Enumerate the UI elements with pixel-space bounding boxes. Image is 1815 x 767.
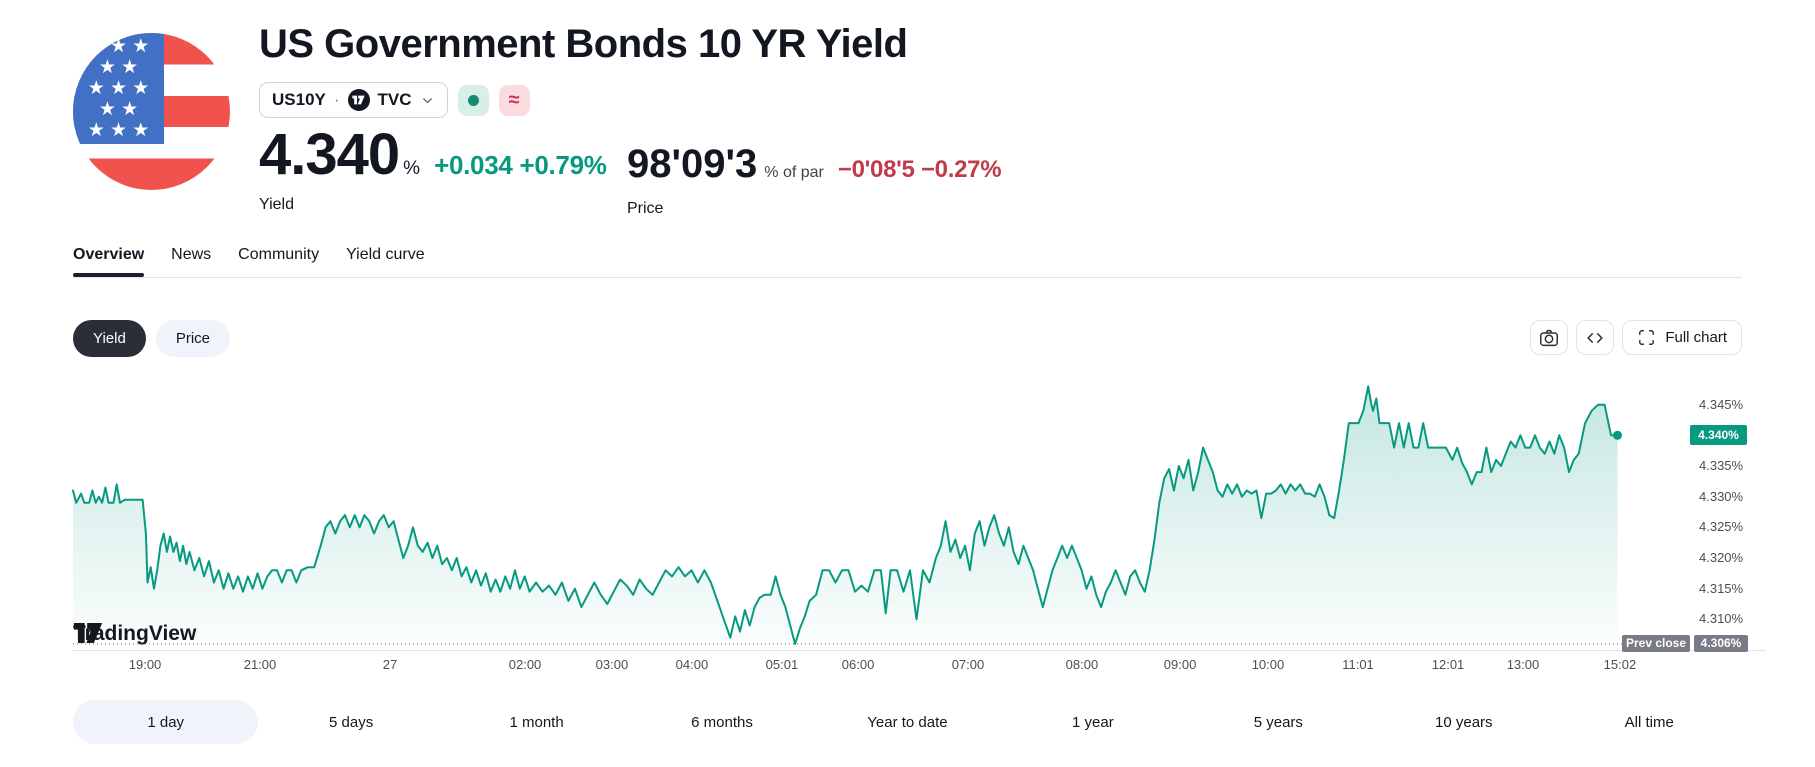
yield-change: +0.034 +0.79% [434,150,607,180]
x-axis-label: 06:00 [841,657,875,672]
x-axis-label: 27 [382,657,398,672]
y-axis-label: 4.325% [1699,519,1744,535]
flag-stars-row: ★ ★ ★ [87,78,150,100]
yield-value: 4.340 [259,122,400,187]
tab-news[interactable]: News [171,246,212,263]
price-quote: 98'09'3 % of par −0'08'5 −0.27% Price [627,142,1002,218]
price-change: −0'08'5 −0.27% [837,156,1002,183]
y-axis-label: 4.315% [1699,580,1744,596]
tabs-divider [73,277,1742,278]
x-axis-label: 04:00 [675,657,709,672]
flag-stars-row: ★ ★ ★ [87,36,150,58]
range-button-1-year[interactable]: 1 year [1000,700,1185,744]
price-value: 98'09'3 [627,142,758,186]
x-axis-label: 19:00 [128,657,162,672]
embed-button[interactable] [1576,320,1615,355]
symbol-row: US10Y · TVC ≈ [259,82,530,118]
x-axis-label: 21:00 [243,657,277,672]
x-axis-label: 02:00 [508,657,542,672]
area-series [73,386,1618,650]
x-axis-label: 15:02 [1603,657,1637,672]
y-axis-label: 4.345% [1699,396,1744,412]
us-flag-icon: ★ ★ ★ ★ ★ ★ ★ ★ ★ ★ ★ ★ ★ [73,33,230,190]
approx-icon: ≈ [508,88,520,111]
full-chart-button[interactable]: Full chart [1622,320,1742,355]
exchange-label: TVC [377,90,412,109]
prev-close-value-badge: 4.306% [1694,634,1748,652]
yield-toggle-button[interactable]: Yield [73,320,146,357]
current-price-badge: 4.340% [1690,425,1747,446]
y-axis-label: 4.310% [1699,611,1744,627]
tab-overview[interactable]: Overview [73,246,145,277]
tradingview-watermark[interactable]: TradingView [73,622,196,646]
line-series [72,385,1619,645]
chart-area[interactable]: TradingView [72,374,1692,650]
flag-stars-row: ★ ★ [98,57,139,79]
yield-unit: % [403,158,421,179]
chevron-down-icon [422,97,432,103]
range-button-year-to-date[interactable]: Year to date [815,700,1000,744]
prev-close-badge: Prev close [1622,634,1690,652]
y-axis-label: 4.320% [1699,550,1744,565]
x-axis-line [73,650,1766,651]
price-unit: % of par [764,164,824,181]
x-axis-label: 10:00 [1251,657,1285,672]
range-button-5-days[interactable]: 5 days [258,700,443,744]
y-axis-label: 4.335% [1699,458,1744,473]
page-title: US Government Bonds 10 YR Yield [259,22,908,66]
delayed-data-badge[interactable]: ≈ [498,84,530,116]
x-axis-label: 03:00 [595,657,629,672]
x-axis-label: 13:00 [1506,657,1540,672]
y-axis-label: 4.330% [1699,488,1744,504]
page-tabs: Overview News Community Yield curve [73,246,425,277]
tradingview-exchange-icon [347,89,370,111]
tradingview-logo-icon [73,623,103,643]
symbol-switcher[interactable]: US10Y · TVC [259,82,448,118]
series-toggle: Yield Price [73,320,230,357]
range-button-5-years[interactable]: 5 years [1186,700,1371,744]
market-open-dot-icon [467,94,479,106]
yield-quote: 4.340 % +0.034 +0.79% Yield [259,126,607,214]
tab-community[interactable]: Community [238,246,320,263]
flag-stars-row: ★ ★ [98,99,139,121]
separator-dot: · [333,90,340,109]
x-axis-label: 12:01 [1431,657,1465,672]
price-label: Price [627,200,664,217]
market-status-badge[interactable] [457,84,489,116]
active-tab-underline [73,273,145,277]
last-price-dot [1613,430,1622,440]
snapshot-button[interactable] [1530,320,1569,355]
fullscreen-icon [1639,330,1655,345]
price-toggle-button[interactable]: Price [155,320,230,357]
range-button-all-time[interactable]: All time [1557,700,1742,744]
range-button-1-month[interactable]: 1 month [444,700,629,744]
camera-icon [1540,329,1559,346]
symbol-ticker: US10Y [272,90,326,109]
x-axis-label: 07:00 [951,657,985,672]
x-axis-label: 08:00 [1065,657,1099,672]
range-button-10-years[interactable]: 10 years [1371,700,1556,744]
tab-yield-curve[interactable]: Yield curve [346,246,425,263]
chart-toolbar: Full chart [1530,320,1742,355]
code-icon [1587,332,1603,343]
flag-canton: ★ ★ ★ ★ ★ ★ ★ ★ ★ ★ ★ ★ ★ [73,33,165,145]
flag-stars-row: ★ ★ ★ [87,120,150,142]
x-axis-label: 05:01 [765,657,799,672]
x-axis-label: 09:00 [1163,657,1197,672]
watermark-label: TradingView [73,622,197,645]
range-button-6-months[interactable]: 6 months [629,700,814,744]
x-axis-label: 11:01 [1342,657,1374,672]
yield-label: Yield [259,196,294,213]
range-selector: 1 day 5 days 1 month 6 months Year to date 1 … [73,700,1742,744]
range-button-1-day[interactable]: 1 day [73,700,259,744]
